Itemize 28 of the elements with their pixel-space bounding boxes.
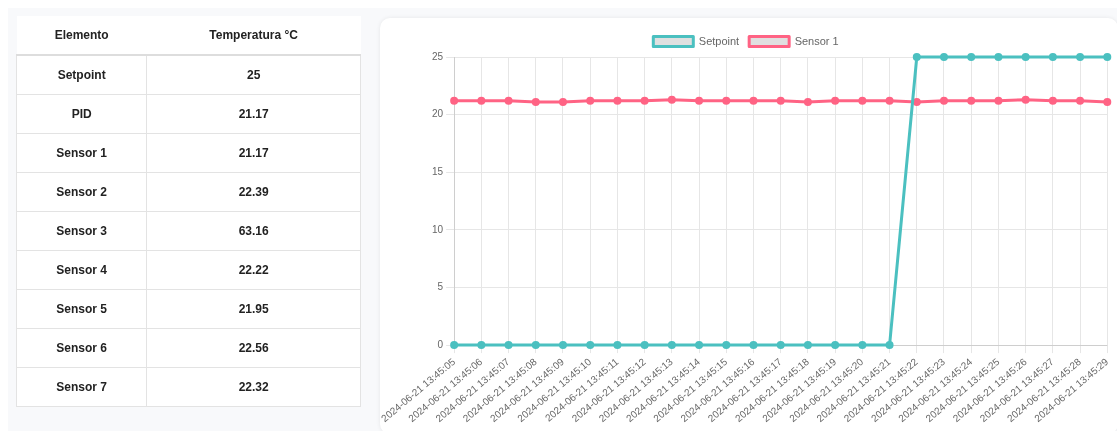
text: Temperatura °C xyxy=(146,16,361,55)
category-label: Sensor 3 xyxy=(16,211,147,251)
y-tick-label: 20 xyxy=(432,108,444,120)
category-label: Setpoint xyxy=(16,55,147,95)
y-tick-label: 0 xyxy=(437,338,444,350)
data-label: 21.17 xyxy=(146,94,361,134)
text: Elemento xyxy=(16,16,147,55)
y-tick-label: 5 xyxy=(437,281,444,293)
category-label: Sensor 5 xyxy=(16,289,147,329)
data-label: 63.16 xyxy=(146,211,361,251)
data-label: 22.32 xyxy=(146,367,361,407)
category-label: Sensor 1 xyxy=(16,133,147,173)
data-label: 21.17 xyxy=(146,133,361,173)
data-label: 22.22 xyxy=(146,250,361,290)
data-label: 22.39 xyxy=(146,172,361,212)
category-label: Sensor 7 xyxy=(16,367,147,407)
category-label: PID xyxy=(16,94,147,134)
data-label: 21.95 xyxy=(146,289,361,329)
legend-label: Setpoint xyxy=(698,34,740,47)
y-tick-label: 15 xyxy=(432,166,444,177)
legend-label: Sensor 1 xyxy=(794,34,839,47)
data-label: 22.56 xyxy=(146,328,361,368)
category-label: Sensor 6 xyxy=(16,328,147,368)
y-tick-label: 25 xyxy=(432,50,444,62)
data-label: 25 xyxy=(146,55,361,95)
category-label: Sensor 4 xyxy=(16,250,147,290)
category-label: Sensor 2 xyxy=(16,172,147,212)
y-tick-label: 10 xyxy=(432,223,444,235)
